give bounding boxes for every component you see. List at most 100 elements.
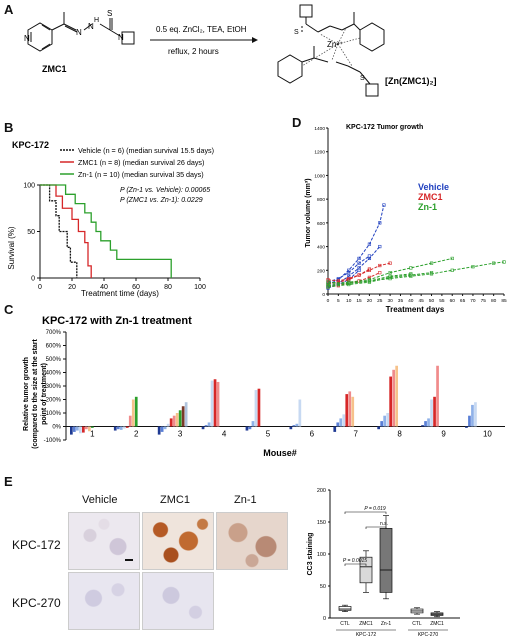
product-structure bbox=[277, 4, 385, 97]
growth-y-tick-label: 800 bbox=[317, 197, 325, 203]
growth-legend-label: Zn-1 bbox=[418, 202, 437, 212]
growth-point bbox=[429, 261, 434, 265]
waterfall-y-label-1: Relative tumor growth bbox=[23, 357, 30, 431]
growth-point bbox=[502, 260, 506, 264]
growth-point bbox=[347, 276, 351, 281]
box-y-tick-label: 50 bbox=[320, 584, 326, 590]
growth-point bbox=[378, 263, 382, 268]
survival-curve-zn-1 bbox=[40, 184, 172, 278]
waterfall-y-label-2: (compared to the size at the start bbox=[32, 338, 39, 448]
waterfall-bar bbox=[348, 391, 352, 427]
waterfall-y-tick-label: 300% bbox=[46, 384, 62, 390]
growth-point bbox=[388, 271, 392, 275]
growth-point bbox=[357, 273, 361, 277]
growth-curve-vehicle bbox=[327, 255, 370, 283]
waterfall-bar bbox=[245, 426, 249, 431]
waterfall-bar bbox=[172, 415, 176, 427]
waterfall-mouse-label: 2 bbox=[134, 430, 139, 439]
growth-point bbox=[388, 261, 392, 265]
waterfall-bar bbox=[465, 426, 468, 428]
growth-point bbox=[492, 261, 496, 265]
waterfall-bar bbox=[157, 426, 161, 435]
growth-x-tick-label: 65 bbox=[460, 298, 466, 304]
waterfall-y-tick-label: 400% bbox=[46, 371, 62, 377]
growth-point bbox=[357, 268, 361, 272]
growth-point bbox=[347, 271, 351, 275]
waterfall-bar bbox=[430, 399, 433, 427]
waterfall-bar bbox=[128, 415, 132, 427]
growth-x-tick-label: 50 bbox=[429, 298, 435, 304]
ihc-header-zn1: Zn-1 bbox=[234, 494, 257, 506]
box-x-tick-label: Zn-1 bbox=[381, 621, 392, 627]
waterfall-mouse-label: 3 bbox=[178, 430, 183, 439]
reaction-arrowhead bbox=[252, 37, 258, 43]
panel-d-letter: D bbox=[292, 115, 302, 130]
survival-y-tick-label: 0 bbox=[31, 276, 35, 283]
growth-x-tick-label: 85 bbox=[501, 298, 507, 304]
growth-point bbox=[450, 268, 454, 272]
growth-curve-zn-1 bbox=[327, 272, 432, 288]
waterfall-bar bbox=[163, 426, 167, 430]
survival-axes: 0 20 40 60 80 100 0 50 100 bbox=[23, 183, 206, 292]
growth-x-tick-label: 15 bbox=[356, 298, 362, 304]
survival-x-tick-label: 40 bbox=[100, 284, 108, 291]
panel-b-letter: B bbox=[4, 120, 14, 135]
growth-point bbox=[326, 285, 330, 289]
waterfall-bar bbox=[289, 426, 293, 430]
waterfall-mouse-label: 7 bbox=[354, 430, 359, 439]
waterfall-bar bbox=[248, 426, 252, 430]
reactant-label: ZMC1 bbox=[42, 64, 67, 74]
waterfall-bar bbox=[377, 426, 380, 430]
survival-pvalue-1: P (Zn-1 vs. Vehicle): 0.00065 bbox=[120, 187, 210, 194]
growth-point bbox=[326, 280, 330, 284]
waterfall-bar bbox=[204, 425, 208, 427]
waterfall-bar bbox=[125, 426, 129, 428]
product-s-atom-2: S bbox=[360, 75, 365, 82]
box-y-tick-label: 0 bbox=[323, 616, 326, 622]
waterfall-mouse-label: 1 bbox=[90, 430, 95, 439]
waterfall-bar bbox=[76, 426, 79, 431]
waterfall-y-tick-label: 0% bbox=[52, 425, 61, 431]
growth-point bbox=[388, 274, 392, 278]
ihc-image-kpc270-vehicle bbox=[68, 572, 140, 630]
waterfall-bar bbox=[207, 422, 211, 427]
waterfall-x-axis-label: Mouse# bbox=[263, 448, 297, 458]
growth-y-tick-label: 1200 bbox=[314, 150, 325, 156]
waterfall-y-tick-label: 200% bbox=[46, 398, 62, 404]
box-group-1: KPC-172 bbox=[356, 632, 377, 638]
zinc-center-label: Zn²⁺ bbox=[327, 40, 343, 49]
waterfall-bar bbox=[333, 426, 337, 432]
box-iqr bbox=[379, 528, 393, 593]
survival-curves bbox=[40, 184, 172, 278]
waterfall-bar bbox=[339, 418, 343, 427]
panel-c-letter: C bbox=[4, 302, 14, 317]
waterfall-bar bbox=[91, 426, 94, 428]
growth-axes: 0 200 400 600 800 1000 1200 1400 0 5 10 15 20 25 30 35 4… bbox=[314, 126, 507, 304]
waterfall-y-tick-label: 500% bbox=[46, 357, 62, 363]
growth-y-tick-label: 1000 bbox=[314, 173, 325, 179]
growth-legend-label: ZMC1 bbox=[418, 192, 443, 202]
waterfall-bar bbox=[82, 426, 85, 433]
waterfall-bars: 1 2 3 4 5 6 7 8 9 10 bbox=[70, 365, 492, 439]
growth-y-tick-label: 600 bbox=[317, 221, 325, 227]
azetidine-n-atom: N bbox=[118, 33, 124, 42]
box-plot-boxes: CTL ZMC1 Zn-1 CTL ZMC1 bbox=[336, 511, 448, 631]
box-x-tick-label: ZMC1 bbox=[359, 621, 373, 627]
waterfall-bar bbox=[175, 413, 179, 427]
growth-legend-label: Vehicle bbox=[418, 182, 449, 192]
ihc-header-vehicle: Vehicle bbox=[82, 494, 118, 506]
ihc-row-kpc270: KPC-270 bbox=[12, 596, 61, 610]
waterfall-bar bbox=[392, 369, 395, 427]
waterfall-bar bbox=[181, 406, 185, 427]
waterfall-bar bbox=[73, 426, 76, 432]
survival-curve-vehicle bbox=[40, 184, 78, 278]
waterfall-y-tick-label: 100% bbox=[46, 411, 62, 417]
thione-s-atom: S bbox=[107, 9, 112, 18]
waterfall-bar bbox=[336, 422, 340, 427]
waterfall-bar bbox=[160, 426, 164, 432]
waterfall-bar bbox=[166, 423, 170, 427]
growth-x-tick-label: 30 bbox=[387, 298, 393, 304]
waterfall-mouse-label: 6 bbox=[310, 430, 315, 439]
